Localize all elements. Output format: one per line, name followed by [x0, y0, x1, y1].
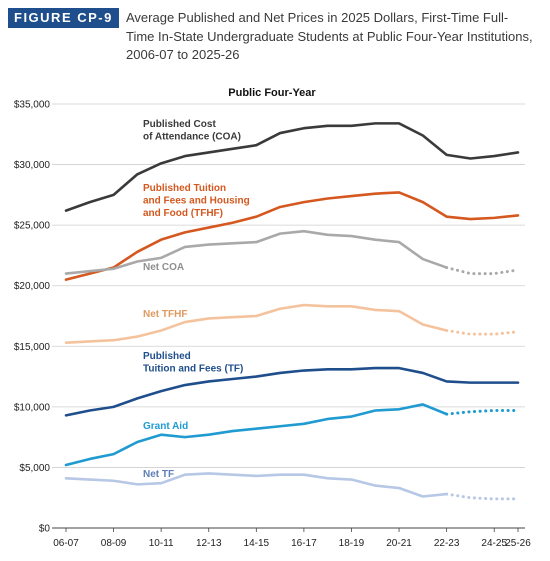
x-axis-ticks: 06-07 08-09 10-11 12-13 14-15 16-17 18-19 20-21… [53, 538, 531, 549]
series-lines [64, 122, 520, 501]
chart-subtitle: Public Four-Year [228, 87, 316, 99]
series-line-estimated [445, 329, 520, 336]
y-tick-label: $0 [39, 524, 51, 535]
x-tick-label: 10-11 [149, 538, 174, 549]
gridlines [52, 103, 525, 532]
x-tick-label: 20-21 [386, 538, 412, 549]
series-label: Net COA [143, 262, 184, 273]
y-tick-label: $30,000 [14, 160, 51, 171]
figure-badge: FIGURE CP-9 [8, 8, 119, 28]
series-label: Net TF [143, 469, 174, 480]
y-tick-label: $5,000 [19, 463, 50, 474]
series-line [64, 122, 520, 212]
series-label: of Attendance (COA) [143, 132, 241, 143]
series-line [64, 191, 520, 281]
series-label: Published [143, 351, 191, 362]
series-line-estimated [445, 408, 520, 416]
series-line [64, 229, 448, 275]
x-tick-label: 22-23 [434, 538, 460, 549]
x-tick-label: 16-17 [291, 538, 317, 549]
x-tick-label: 25-26 [505, 538, 531, 549]
x-tick-label: 14-15 [244, 538, 270, 549]
y-tick-label: $10,000 [14, 402, 51, 413]
x-tick-label: 12-13 [196, 538, 222, 549]
series-line [64, 366, 520, 417]
x-tick-label: 06-07 [53, 538, 79, 549]
series-label: Grant Aid [143, 421, 188, 432]
y-axis-ticks: $0 $5,000 $10,000 $15,000 $20,000 $25,000 $30,… [14, 100, 51, 535]
y-tick-label: $35,000 [14, 100, 51, 111]
series-line-estimated [445, 492, 520, 501]
series-label: Net TFHF [143, 309, 187, 320]
series-label: Published Tuition [143, 183, 226, 194]
series-line [64, 472, 448, 498]
x-tick-label: 08-09 [101, 538, 127, 549]
figure-title: Average Published and Net Prices in 2025… [126, 10, 533, 62]
y-tick-label: $15,000 [14, 342, 51, 353]
series-line-estimated [445, 266, 520, 276]
x-tick-label: 24-25 [481, 538, 507, 549]
series-label: Published Cost [143, 119, 216, 130]
series-line [64, 303, 448, 344]
y-tick-label: $25,000 [14, 221, 51, 232]
series-label: and Food (TFHF) [143, 208, 223, 219]
y-tick-label: $20,000 [14, 281, 51, 292]
series-label: Tuition and Fees (TF) [143, 364, 243, 375]
series-line [64, 403, 448, 467]
x-tick-label: 18-19 [339, 538, 365, 549]
series-label: and Fees and Housing [143, 196, 250, 207]
series-labels: Published Cost of Attendance (COA) Publish… [143, 119, 250, 480]
